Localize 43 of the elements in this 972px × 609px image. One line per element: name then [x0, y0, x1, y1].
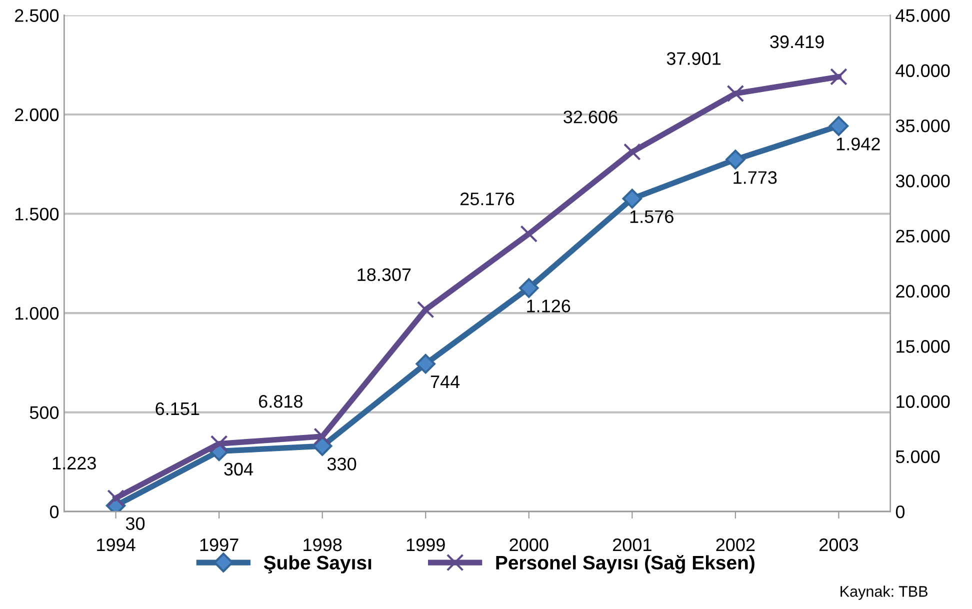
data-label: 6.818	[259, 395, 302, 408]
data-label: 1.942	[836, 138, 880, 150]
data-label: 32.606	[564, 110, 618, 124]
y2-tick-label: 30.000	[896, 174, 950, 188]
data-label: 39.419	[770, 35, 824, 48]
y-tick-label: 2.500	[15, 9, 59, 22]
data-label: 304	[224, 462, 254, 476]
y-tick-label: 2.000	[15, 108, 59, 122]
y-tick-label: 0	[50, 505, 59, 518]
text: Kaynak: TBB	[840, 586, 928, 600]
x-tick-label: 1994	[97, 538, 136, 552]
y-tick-label: 500	[30, 406, 59, 420]
x-tick-label: 1999	[406, 538, 445, 552]
y-tick-label: 1.500	[15, 208, 59, 220]
data-label: 1.223	[52, 456, 96, 470]
x-tick-label: 2000	[510, 538, 548, 552]
data-label: 330	[327, 458, 356, 470]
y2-tick-label: 15.000	[896, 340, 950, 353]
y2-tick-label: 0	[896, 505, 905, 518]
data-label: 1.126	[527, 300, 570, 312]
data-label: 1.576	[630, 210, 674, 224]
data-label: 25.176	[460, 192, 514, 206]
data-label: 18.307	[358, 268, 411, 282]
x-tick-label: 2002	[716, 538, 755, 552]
y2-tick-label: 20.000	[896, 284, 950, 298]
y2-tick-label: 10.000	[896, 395, 950, 408]
y2-tick-label: 40.000	[896, 64, 950, 78]
data-label: 30	[126, 517, 145, 530]
y2-tick-label: 5.000	[896, 450, 940, 464]
data-label: 6.151	[156, 402, 200, 416]
data-label: 37.901	[666, 52, 721, 65]
x-tick-label: 2003	[820, 538, 858, 552]
data-label: 744	[430, 376, 460, 388]
y2-tick-label: 45.000	[896, 9, 950, 22]
y2-tick-label: 35.000	[896, 119, 950, 132]
x-tick-label: 1997	[200, 538, 238, 552]
y-tick-label: 1.000	[15, 306, 59, 320]
data-label: 1.773	[734, 171, 777, 184]
y2-tick-label: 25.000	[896, 230, 950, 243]
legend-label: Personel Sayısı (Sağ Eksen)	[496, 555, 754, 574]
x-tick-label: 2001	[612, 538, 652, 552]
legend-label: Şube Sayısı	[264, 555, 372, 574]
x-tick-label: 1998	[304, 538, 342, 552]
